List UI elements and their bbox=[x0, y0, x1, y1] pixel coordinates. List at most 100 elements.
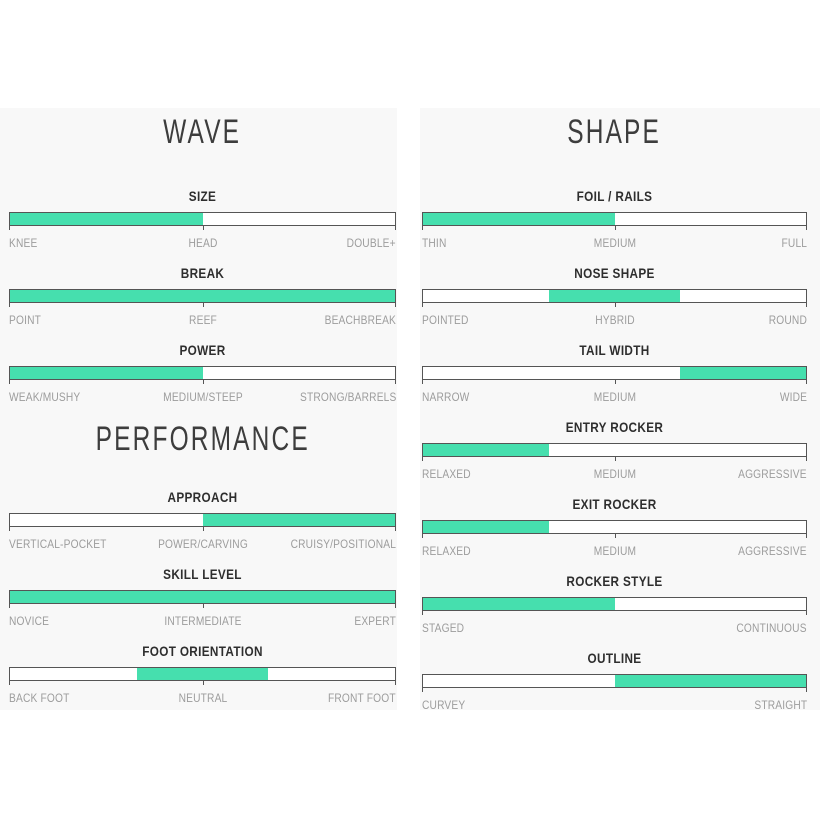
tick-center bbox=[614, 533, 616, 538]
section-title-wave: WAVE bbox=[9, 108, 396, 188]
wave-performance-panel: WAVE SIZE KNEE HEAD DOUBLE+ BREAK POINT REEF BEA… bbox=[0, 108, 397, 710]
tick-center bbox=[614, 302, 616, 307]
scale-label-right: CONTINUOUS bbox=[736, 621, 807, 635]
scale-label-center: MEDIUM bbox=[593, 544, 636, 558]
tick-right bbox=[395, 680, 396, 685]
tick-right bbox=[806, 533, 807, 538]
slider-nose-shape: NOSE SHAPE POINTED HYBRID ROUND bbox=[422, 265, 807, 342]
slider-skill-level: SKILL LEVEL NOVICE INTERMEDIATE EXPERT bbox=[9, 566, 396, 643]
slider-name-label: TAIL WIDTH bbox=[579, 342, 650, 358]
tick-center bbox=[614, 456, 616, 461]
slider-track-outline bbox=[422, 674, 807, 692]
slider-fill bbox=[423, 521, 550, 533]
scale-labels: NARROW MEDIUM WIDE bbox=[422, 390, 807, 404]
scale-label-left: CURVEY bbox=[422, 698, 466, 712]
tick-center bbox=[202, 680, 204, 685]
slider-fill bbox=[679, 367, 806, 379]
slider-fill bbox=[423, 444, 550, 456]
scale-label-center: INTERMEDIATE bbox=[163, 614, 242, 628]
slider-name-label: APPROACH bbox=[167, 489, 238, 505]
slider-size: SIZE KNEE HEAD DOUBLE+ bbox=[9, 188, 396, 265]
scale-label-right: AGGRESSIVE bbox=[738, 544, 807, 558]
scale-label-left: NOVICE bbox=[9, 614, 50, 628]
slider-track-entry-rocker bbox=[422, 443, 807, 461]
slider-track-foil-rails bbox=[422, 212, 807, 230]
slider-approach: APPROACH VERTICAL-POCKET POWER/CARVING CRUI… bbox=[9, 489, 396, 566]
scale-label-right: FULL bbox=[781, 236, 807, 250]
scale-labels: CURVEY STRAIGHT bbox=[422, 698, 807, 712]
scale-label-center: HYBRID bbox=[594, 313, 635, 327]
tick-right bbox=[395, 603, 396, 608]
tick-center bbox=[614, 379, 616, 384]
slider-fill bbox=[10, 591, 395, 603]
tick-right bbox=[395, 379, 396, 384]
slider-name-label: EXIT ROCKER bbox=[572, 496, 657, 512]
slider-track-power bbox=[9, 366, 396, 384]
tick-left bbox=[9, 225, 10, 230]
scale-label-center: MEDIUM bbox=[593, 467, 636, 481]
scale-label-right: BEACHBREAK bbox=[324, 313, 396, 327]
tick-left bbox=[422, 687, 423, 692]
slider-outline: OUTLINE CURVEY STRAIGHT bbox=[422, 650, 807, 727]
slider-fill bbox=[549, 290, 680, 302]
tick-center bbox=[202, 302, 204, 307]
slider-fill bbox=[202, 514, 395, 526]
tick-center bbox=[202, 526, 204, 531]
tick-right bbox=[806, 379, 807, 384]
tick-right bbox=[806, 302, 807, 307]
scale-label-left: THIN bbox=[422, 236, 447, 250]
scale-labels: STAGED CONTINUOUS bbox=[422, 621, 807, 635]
tick-left bbox=[9, 302, 10, 307]
scale-labels: WEAK/MUSHY MEDIUM/STEEP STRONG/BARRELS bbox=[9, 390, 396, 404]
slider-track-break bbox=[9, 289, 396, 307]
slider-rocker-style: ROCKER STYLE STAGED CONTINUOUS bbox=[422, 573, 807, 650]
scale-label-left: POINT bbox=[9, 313, 42, 327]
section-title-performance: PERFORMANCE bbox=[9, 419, 396, 489]
slider-name-label: POWER bbox=[179, 342, 226, 358]
scale-label-center: HEAD bbox=[187, 236, 218, 250]
scale-label-left: BACK FOOT bbox=[9, 691, 70, 705]
scale-labels: RELAXED MEDIUM AGGRESSIVE bbox=[422, 544, 807, 558]
tick-left bbox=[422, 456, 423, 461]
tick-right bbox=[395, 526, 396, 531]
slider-fill bbox=[10, 367, 203, 379]
tick-left bbox=[9, 379, 10, 384]
tick-center bbox=[202, 225, 204, 230]
scale-label-left: WEAK/MUSHY bbox=[9, 390, 81, 404]
tick-left bbox=[422, 379, 423, 384]
slider-foot-orientation: FOOT ORIENTATION BACK FOOT NEUTRAL FRONT FO… bbox=[9, 643, 396, 720]
slider-track-approach bbox=[9, 513, 396, 531]
scale-label-right: ROUND bbox=[768, 313, 807, 327]
slider-tail-width: TAIL WIDTH NARROW MEDIUM WIDE bbox=[422, 342, 807, 419]
scale-label-left: RELAXED bbox=[422, 467, 471, 481]
tick-left bbox=[422, 610, 423, 615]
right-column: SHAPE FOIL / RAILS THIN MEDIUM FULL NOSE SHAP… bbox=[422, 108, 807, 727]
scale-label-right: CRUISY/POSITIONAL bbox=[290, 537, 396, 551]
slider-fill bbox=[423, 598, 615, 610]
scale-labels: BACK FOOT NEUTRAL FRONT FOOT bbox=[9, 691, 396, 705]
left-column: WAVE SIZE KNEE HEAD DOUBLE+ BREAK POINT REEF BEA… bbox=[9, 108, 396, 720]
slider-fill bbox=[614, 675, 806, 687]
slider-track-size bbox=[9, 212, 396, 230]
slider-fill bbox=[10, 213, 203, 225]
slider-name-label: ENTRY ROCKER bbox=[565, 419, 664, 435]
scale-labels: KNEE HEAD DOUBLE+ bbox=[9, 236, 396, 250]
scale-labels: POINT REEF BEACHBREAK bbox=[9, 313, 396, 327]
slider-track-skill-level bbox=[9, 590, 396, 608]
slider-entry-rocker: ENTRY ROCKER RELAXED MEDIUM AGGRESSIVE bbox=[422, 419, 807, 496]
slider-foil-rails: FOIL / RAILS THIN MEDIUM FULL bbox=[422, 188, 807, 265]
tick-left bbox=[9, 603, 10, 608]
scale-label-left: NARROW bbox=[422, 390, 470, 404]
scale-label-right: DOUBLE+ bbox=[346, 236, 396, 250]
slider-track-nose-shape bbox=[422, 289, 807, 307]
tick-right bbox=[806, 687, 807, 692]
slider-track-tail-width bbox=[422, 366, 807, 384]
tick-center bbox=[614, 225, 616, 230]
slider-name-label: OUTLINE bbox=[587, 650, 642, 666]
slider-exit-rocker: EXIT ROCKER RELAXED MEDIUM AGGRESSIVE bbox=[422, 496, 807, 573]
scale-label-left: POINTED bbox=[422, 313, 469, 327]
scale-label-center: MEDIUM bbox=[593, 390, 636, 404]
scale-label-right: STRONG/BARRELS bbox=[299, 390, 396, 404]
scale-label-center: NEUTRAL bbox=[178, 691, 227, 705]
